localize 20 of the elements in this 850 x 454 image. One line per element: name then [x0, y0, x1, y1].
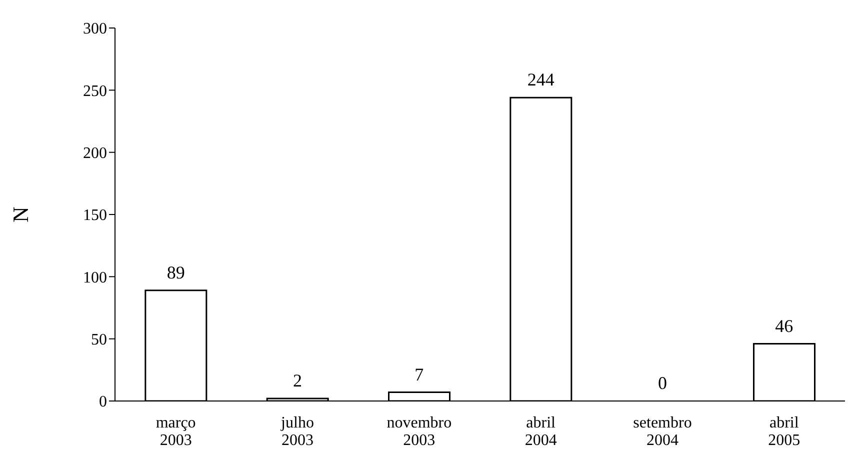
data-label: 46: [775, 316, 794, 336]
y-tick-label: 150: [83, 207, 107, 224]
data-label: 244: [527, 70, 554, 90]
y-axis-title: N: [8, 206, 33, 222]
y-tick-label: 200: [83, 145, 107, 162]
data-label: 7: [414, 364, 424, 384]
x-tick-label: março 2003: [156, 414, 196, 449]
x-tick-label: abril 2004: [524, 414, 557, 449]
x-tick-label: abril 2005: [768, 414, 800, 449]
x-tick-label: setembro 2004: [633, 414, 692, 449]
y-tick-label: 0: [99, 394, 107, 411]
y-tick-label: 300: [83, 20, 107, 38]
x-tick-label: novembro 2003: [386, 414, 452, 449]
data-label: 2: [293, 370, 302, 391]
y-tick-label: 50: [91, 332, 107, 349]
y-tick-label: 250: [83, 82, 107, 100]
x-tick-label: julho 2003: [280, 414, 314, 449]
data-label: 89: [166, 262, 185, 282]
y-tick-label: 100: [83, 269, 107, 286]
data-label: 0: [658, 373, 667, 393]
